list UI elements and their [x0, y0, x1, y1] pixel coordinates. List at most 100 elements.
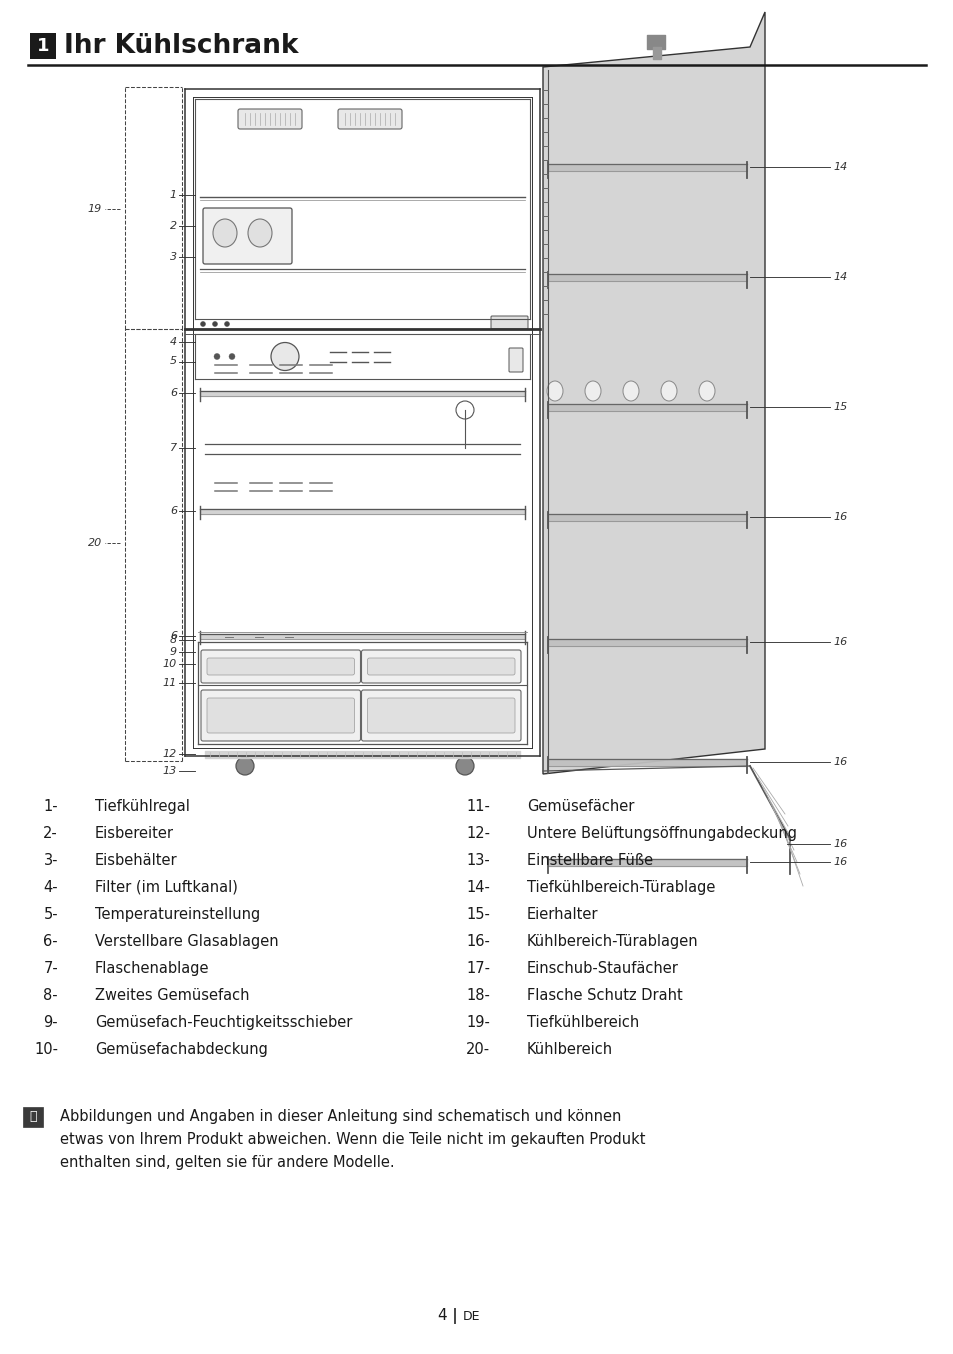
FancyBboxPatch shape [367, 699, 515, 733]
Text: 1: 1 [170, 190, 177, 200]
Circle shape [224, 321, 230, 326]
Text: Tiefkühlbereich: Tiefkühlbereich [526, 1016, 639, 1030]
Text: 20-: 20- [465, 1043, 490, 1057]
Text: 17-: 17- [465, 961, 490, 976]
Text: Einstellbare Füße: Einstellbare Füße [526, 853, 653, 868]
Text: 20: 20 [88, 538, 102, 547]
Text: 16: 16 [832, 512, 846, 523]
Text: Gemüsefachabdeckung: Gemüsefachabdeckung [95, 1043, 268, 1057]
FancyBboxPatch shape [207, 699, 355, 733]
Text: 16-: 16- [466, 934, 490, 949]
Text: 13: 13 [163, 766, 177, 776]
Text: Ihr Kühlschrank: Ihr Kühlschrank [64, 32, 298, 60]
FancyBboxPatch shape [203, 209, 292, 264]
Circle shape [271, 343, 298, 371]
Text: Temperatureinstellung: Temperatureinstellung [95, 907, 260, 922]
Text: 16: 16 [832, 857, 846, 867]
Text: 11: 11 [163, 678, 177, 688]
Text: 2-: 2- [43, 826, 58, 841]
Text: 9-: 9- [43, 1016, 58, 1030]
FancyBboxPatch shape [23, 1108, 43, 1127]
Text: 11-: 11- [466, 799, 490, 814]
Text: 19: 19 [88, 204, 102, 214]
Text: 1: 1 [37, 37, 50, 56]
Text: Untere Belüftungsöffnungabdeckung: Untere Belüftungsöffnungabdeckung [526, 826, 796, 841]
Text: Tiefkühlbereich-Türablage: Tiefkühlbereich-Türablage [526, 880, 715, 895]
Text: 15: 15 [832, 402, 846, 412]
Text: 3: 3 [170, 252, 177, 263]
Text: 10: 10 [163, 659, 177, 669]
Circle shape [235, 757, 253, 774]
FancyBboxPatch shape [30, 32, 56, 60]
Text: Eierhalter: Eierhalter [526, 907, 598, 922]
FancyBboxPatch shape [337, 110, 401, 129]
Text: Verstellbare Glasablagen: Verstellbare Glasablagen [95, 934, 278, 949]
Text: 7: 7 [170, 443, 177, 454]
Circle shape [200, 321, 205, 326]
Text: Tiefkühlregal: Tiefkühlregal [95, 799, 190, 814]
Ellipse shape [248, 219, 272, 246]
Text: 4: 4 [170, 337, 177, 347]
Text: 3-: 3- [44, 853, 58, 868]
Text: Flaschenablage: Flaschenablage [95, 961, 210, 976]
FancyBboxPatch shape [361, 691, 520, 741]
Text: DE: DE [462, 1309, 480, 1323]
FancyBboxPatch shape [491, 315, 527, 329]
Text: 14: 14 [832, 272, 846, 282]
Ellipse shape [622, 380, 639, 401]
Text: Flasche Schutz Draht: Flasche Schutz Draht [526, 988, 682, 1003]
Ellipse shape [213, 219, 236, 246]
Text: Einschub-Staufächer: Einschub-Staufächer [526, 961, 679, 976]
Text: Gemüsefächer: Gemüsefächer [526, 799, 634, 814]
Text: 2: 2 [170, 221, 177, 232]
Ellipse shape [660, 380, 677, 401]
FancyBboxPatch shape [361, 650, 520, 682]
Text: Zweites Gemüsefach: Zweites Gemüsefach [95, 988, 250, 1003]
Text: Filter (im Luftkanal): Filter (im Luftkanal) [95, 880, 237, 895]
Ellipse shape [699, 380, 714, 401]
Text: Kühlbereich-Türablagen: Kühlbereich-Türablagen [526, 934, 698, 949]
Text: Eisbehälter: Eisbehälter [95, 853, 177, 868]
FancyBboxPatch shape [207, 658, 355, 676]
Circle shape [229, 353, 234, 360]
Text: 1-: 1- [43, 799, 58, 814]
Circle shape [213, 321, 217, 326]
Circle shape [456, 757, 474, 774]
Text: 16: 16 [832, 757, 846, 766]
Text: 6: 6 [170, 389, 177, 398]
Text: 4-: 4- [43, 880, 58, 895]
Text: ⓘ: ⓘ [30, 1110, 37, 1124]
FancyBboxPatch shape [201, 650, 360, 682]
Ellipse shape [546, 380, 562, 401]
Text: 5-: 5- [43, 907, 58, 922]
Text: Abbildungen und Angaben in dieser Anleitung sind schematisch und können
etwas vo: Abbildungen und Angaben in dieser Anleit… [60, 1109, 645, 1170]
Text: 18-: 18- [466, 988, 490, 1003]
Text: 7-: 7- [43, 961, 58, 976]
Circle shape [213, 353, 220, 360]
Text: 6-: 6- [43, 934, 58, 949]
Text: 14: 14 [832, 162, 846, 172]
Text: 12-: 12- [465, 826, 490, 841]
Text: 16: 16 [832, 839, 846, 849]
Text: Gemüsefach-Feuchtigkeitsschieber: Gemüsefach-Feuchtigkeitsschieber [95, 1016, 352, 1030]
Polygon shape [542, 12, 764, 774]
Text: 19-: 19- [466, 1016, 490, 1030]
Text: 16: 16 [832, 636, 846, 647]
Text: 8: 8 [170, 635, 177, 645]
Text: Kühlbereich: Kühlbereich [526, 1043, 613, 1057]
Text: 8-: 8- [43, 988, 58, 1003]
Text: 12: 12 [163, 749, 177, 760]
Text: 13-: 13- [466, 853, 490, 868]
Text: 9: 9 [170, 647, 177, 657]
FancyBboxPatch shape [201, 691, 360, 741]
Text: 6: 6 [170, 631, 177, 640]
Text: 4: 4 [436, 1308, 447, 1323]
Text: Eisbereiter: Eisbereiter [95, 826, 173, 841]
FancyBboxPatch shape [237, 110, 302, 129]
Text: 6: 6 [170, 506, 177, 516]
Text: 10-: 10- [34, 1043, 58, 1057]
FancyBboxPatch shape [367, 658, 515, 676]
Text: 14-: 14- [466, 880, 490, 895]
Text: 5: 5 [170, 356, 177, 367]
FancyBboxPatch shape [509, 348, 522, 372]
